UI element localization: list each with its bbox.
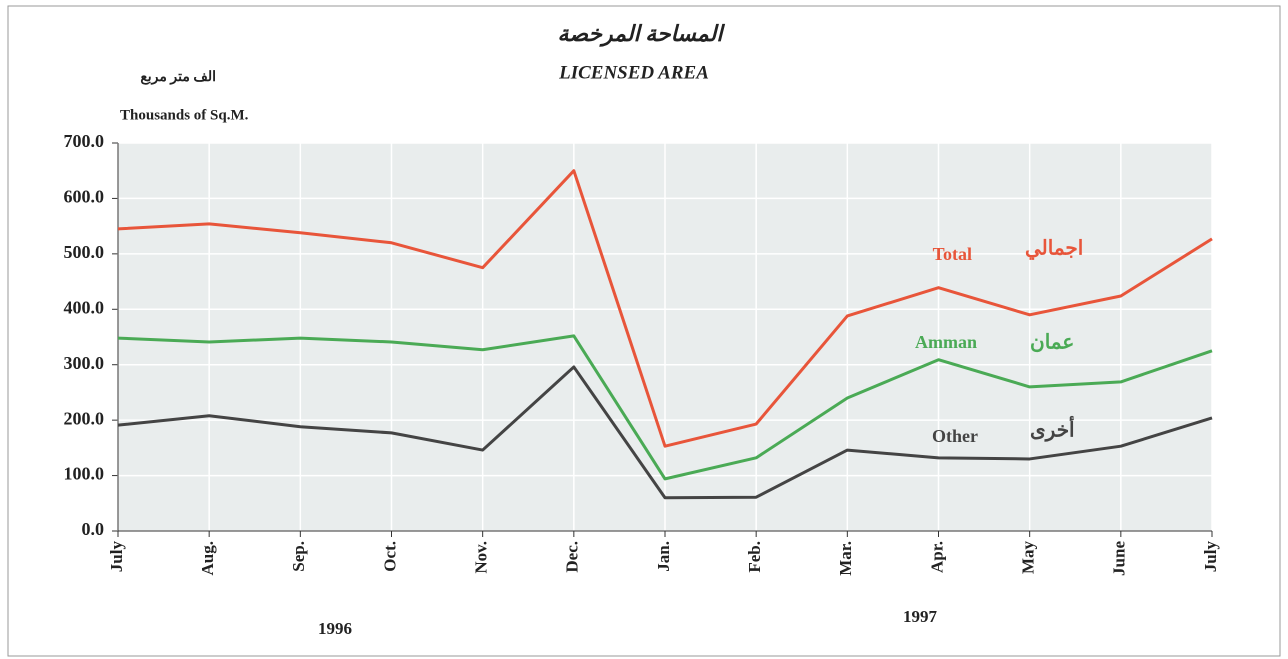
y-tick-label: 500.0 xyxy=(64,242,105,262)
year-label: 1996 xyxy=(318,619,352,638)
x-tick-label: Jan. xyxy=(654,541,673,572)
series-label: Other xyxy=(932,426,978,446)
x-tick-label: Mar. xyxy=(836,541,855,576)
y-label-arabic: الف متر مربع xyxy=(140,70,216,85)
x-tick-label: Nov. xyxy=(472,541,491,574)
chart-title-arabic: المساحة المرخصة xyxy=(558,21,726,47)
y-tick-label: 700.0 xyxy=(64,131,105,151)
series-label-arabic: عمان xyxy=(1030,332,1074,354)
series-label-arabic: أخرى xyxy=(1030,416,1075,443)
series-line xyxy=(117,334,1213,481)
chart-title: LICENSED AREA xyxy=(558,62,709,83)
x-tick-label: Dec. xyxy=(563,541,582,573)
y-tick-label: 200.0 xyxy=(64,408,105,428)
y-tick-label: 300.0 xyxy=(64,353,105,373)
y-label: Thousands of Sq.M. xyxy=(120,107,249,123)
y-tick-label: 600.0 xyxy=(64,187,105,207)
x-tick-label: Feb. xyxy=(745,541,764,573)
y-tick-label: 400.0 xyxy=(64,297,105,317)
series-label: Amman xyxy=(915,332,977,352)
x-tick-label: Aug. xyxy=(198,541,217,575)
x-tick-label: June xyxy=(1110,541,1129,576)
x-tick-label: Oct. xyxy=(380,541,399,572)
x-tick-label: May xyxy=(1019,541,1038,575)
year-label: 1997 xyxy=(903,607,938,626)
x-tick-label: July xyxy=(1201,541,1220,573)
series-label: Total xyxy=(933,244,972,264)
x-tick-label: July xyxy=(107,541,126,573)
series-line xyxy=(117,169,1213,448)
y-tick-label: 0.0 xyxy=(82,519,105,539)
series-line xyxy=(117,365,1213,500)
series-label-arabic: اجمالي xyxy=(1025,238,1083,261)
y-tick-label: 100.0 xyxy=(64,464,105,484)
x-tick-label: Sep. xyxy=(289,541,308,572)
x-tick-label: Apr. xyxy=(927,541,946,573)
